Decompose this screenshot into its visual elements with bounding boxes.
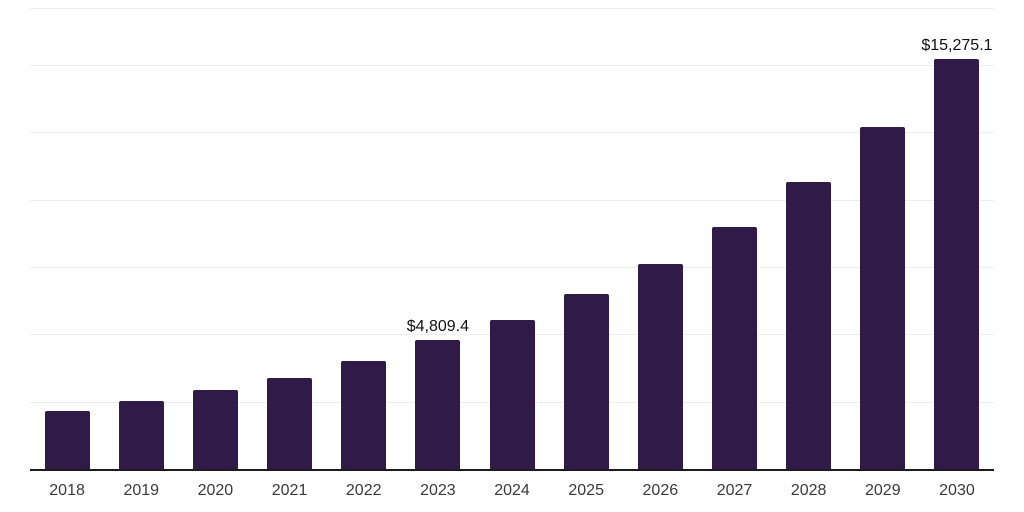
bar-column-2021 (252, 8, 326, 470)
bar-column-2023: $4,809.4 (401, 8, 475, 470)
bar-column-2024 (475, 8, 549, 470)
x-tick-2029: 2029 (865, 482, 901, 499)
x-tick-2025: 2025 (568, 482, 604, 499)
bar-column-2030: $15,275.1 (920, 8, 994, 470)
x-tick-2026: 2026 (642, 482, 679, 499)
bar-2028[interactable] (786, 182, 832, 470)
bar-value-label-2030: $15,275.1 (921, 36, 993, 54)
bar-column-2026 (623, 8, 697, 470)
x-tick-2027: 2027 (716, 482, 753, 499)
plot-top-border (30, 8, 994, 9)
bar-2027[interactable] (711, 227, 757, 470)
bar-column-2027 (697, 8, 771, 470)
gridline-12500 (30, 132, 994, 134)
bar-2022[interactable] (341, 361, 387, 470)
gridline-7500 (30, 266, 994, 268)
bar-column-2028 (772, 8, 846, 470)
x-axis-line (30, 469, 994, 471)
bar-column-2022 (327, 8, 401, 470)
x-tick-2024: 2024 (494, 482, 530, 499)
x-tick-2022: 2022 (345, 482, 382, 499)
x-axis-tick-labels: 2018 2019 2020 2021 2022 2023 2024 2025 2026 2027… (30, 482, 994, 500)
bar-2019[interactable] (118, 401, 164, 470)
plot-area: $4,809.4 $15,275.1 (30, 8, 994, 471)
bar-2020[interactable] (192, 390, 238, 470)
x-tick-2023: 2023 (420, 482, 456, 499)
gridline-10000 (30, 199, 994, 201)
bar-value-label-2023: $4,809.4 (406, 318, 469, 336)
bar-2026[interactable] (637, 264, 683, 470)
bar-2018[interactable] (44, 410, 90, 470)
x-tick-2028: 2028 (790, 482, 827, 499)
bar-2023[interactable] (415, 340, 461, 470)
bar-column-2025 (549, 8, 623, 470)
bar-2025[interactable] (563, 294, 609, 470)
gridline-15000 (30, 64, 994, 66)
bar-2021[interactable] (267, 377, 313, 470)
bar-column-2019 (104, 8, 178, 470)
x-tick-2018: 2018 (49, 482, 85, 499)
x-tick-2030: 2030 (939, 482, 975, 499)
x-tick-2020: 2020 (197, 482, 234, 499)
bar-column-2020 (178, 8, 252, 470)
bar-column-2018 (30, 8, 104, 470)
bar-2029[interactable] (860, 127, 906, 470)
bar-2024[interactable] (489, 320, 535, 470)
bar-column-2029 (846, 8, 920, 470)
bar-series: $4,809.4 $15,275.1 (30, 8, 994, 470)
x-tick-2019: 2019 (123, 482, 160, 499)
x-tick-2021: 2021 (271, 482, 308, 499)
bar-2030[interactable] (934, 58, 980, 470)
